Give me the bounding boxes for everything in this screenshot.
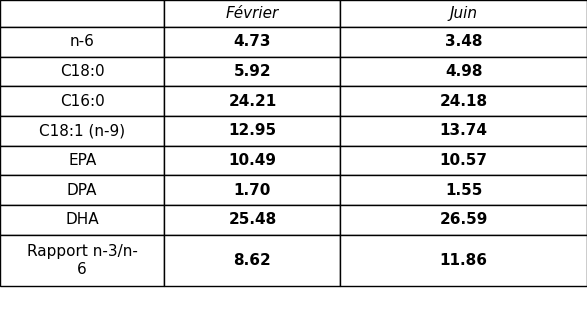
- Text: Juin: Juin: [450, 6, 478, 21]
- Bar: [0, 0, 164, 27]
- Text: C18:1 (n-9): C18:1 (n-9): [39, 123, 125, 138]
- Text: 10.57: 10.57: [440, 153, 488, 168]
- Text: 24.18: 24.18: [440, 94, 488, 109]
- Text: 4.73: 4.73: [234, 34, 271, 49]
- Bar: [340, 175, 587, 205]
- Text: 24.21: 24.21: [228, 94, 276, 109]
- Bar: [0, 86, 164, 116]
- Text: DPA: DPA: [67, 183, 97, 198]
- Text: 26.59: 26.59: [440, 212, 488, 227]
- Bar: [340, 0, 587, 27]
- Text: 1.70: 1.70: [234, 183, 271, 198]
- Text: 8.62: 8.62: [234, 253, 271, 268]
- Text: 25.48: 25.48: [228, 212, 276, 227]
- Bar: [0, 116, 164, 146]
- Text: C18:0: C18:0: [60, 64, 104, 79]
- Bar: [340, 235, 587, 286]
- Bar: [340, 27, 587, 57]
- Text: DHA: DHA: [65, 212, 99, 227]
- Bar: [340, 205, 587, 235]
- Bar: [340, 86, 587, 116]
- Text: C16:0: C16:0: [60, 94, 104, 109]
- Bar: [0, 57, 164, 86]
- Bar: [164, 175, 340, 205]
- Bar: [340, 146, 587, 175]
- Bar: [164, 146, 340, 175]
- Text: EPA: EPA: [68, 153, 96, 168]
- Text: 11.86: 11.86: [440, 253, 488, 268]
- Bar: [164, 86, 340, 116]
- Bar: [0, 205, 164, 235]
- Text: 13.74: 13.74: [440, 123, 488, 138]
- Bar: [0, 175, 164, 205]
- Bar: [164, 235, 340, 286]
- Text: 5.92: 5.92: [234, 64, 271, 79]
- Text: 1.55: 1.55: [445, 183, 483, 198]
- Bar: [0, 27, 164, 57]
- Text: 12.95: 12.95: [228, 123, 276, 138]
- Text: 3.48: 3.48: [445, 34, 483, 49]
- Text: Rapport n-3/n-
6: Rapport n-3/n- 6: [27, 244, 137, 277]
- Bar: [340, 116, 587, 146]
- Bar: [164, 57, 340, 86]
- Bar: [164, 116, 340, 146]
- Text: 4.98: 4.98: [445, 64, 483, 79]
- Text: n-6: n-6: [70, 34, 95, 49]
- Bar: [0, 235, 164, 286]
- Bar: [164, 205, 340, 235]
- Bar: [0, 146, 164, 175]
- Bar: [164, 0, 340, 27]
- Bar: [340, 57, 587, 86]
- Text: Février: Février: [226, 6, 279, 21]
- Text: 10.49: 10.49: [228, 153, 276, 168]
- Bar: [164, 27, 340, 57]
